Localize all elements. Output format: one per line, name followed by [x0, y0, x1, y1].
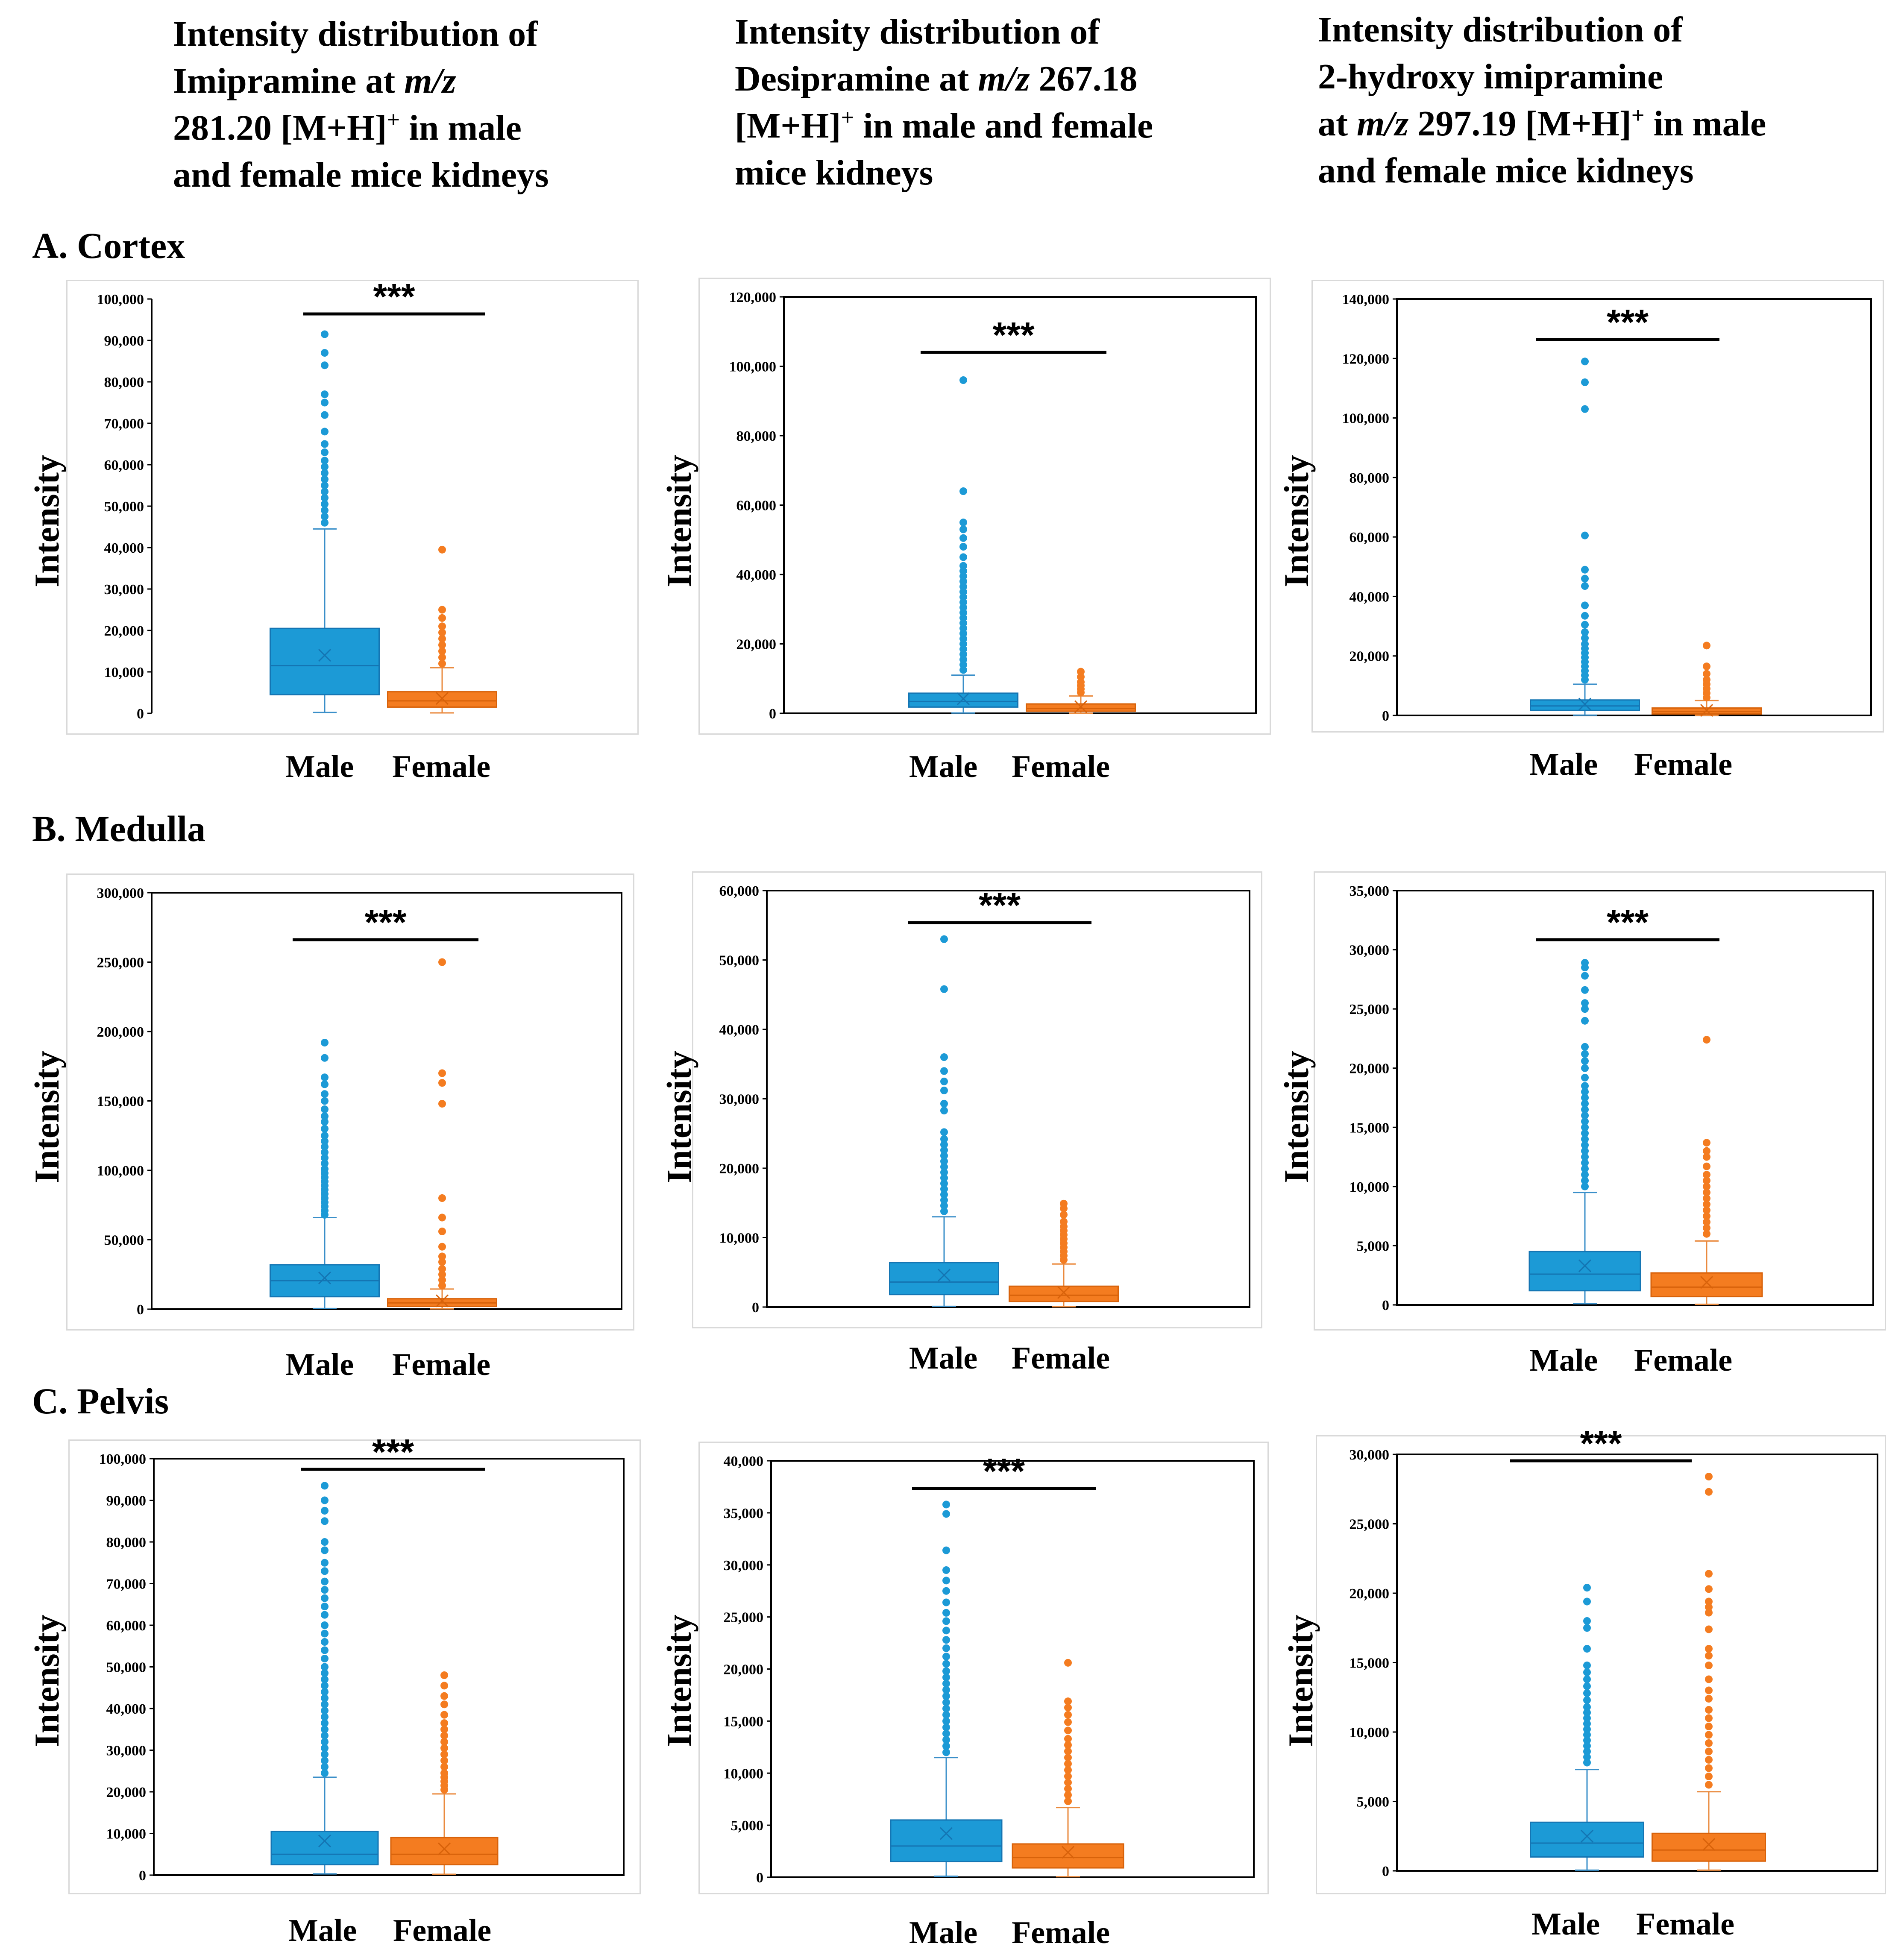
title-line: and female mice kidneys — [1318, 151, 1694, 191]
row-label-pelvis: C. Pelvis — [32, 1380, 169, 1422]
column-title-desipramine: Intensity distribution of Desipramine at… — [735, 9, 1247, 196]
chart-panel — [1316, 1435, 1886, 1894]
chart-panel — [68, 1439, 641, 1894]
female-label: Female — [1012, 749, 1110, 784]
female-label: Female — [392, 1347, 491, 1382]
column-title-imipramine: Intensity distribution of Imipramine at … — [173, 11, 643, 199]
title-line: at m/z 297.19 [M+H]+ in male — [1318, 103, 1766, 144]
male-label: Male — [1529, 747, 1598, 782]
title-line: Desipramine at m/z 267.18 — [735, 59, 1138, 99]
y-axis-label: Intensity — [1281, 1615, 1320, 1747]
title-line: 281.20 [M+H]+ in male — [173, 107, 522, 148]
male-label: Male — [285, 1347, 354, 1382]
y-axis-label: Intensity — [27, 1615, 66, 1747]
title-line: Intensity distribution of — [1318, 10, 1683, 50]
male-label: Male — [1531, 1907, 1600, 1942]
female-label: Female — [1012, 1341, 1110, 1376]
y-axis-label: Intensity — [1277, 1051, 1316, 1183]
male-label: Male — [288, 1913, 357, 1948]
chart-panel — [66, 280, 639, 735]
title-line: mice kidneys — [735, 153, 933, 193]
chart-panel — [1311, 280, 1884, 733]
female-label: Female — [392, 749, 491, 784]
chart-panel — [698, 1442, 1269, 1894]
title-line: Intensity distribution of — [173, 14, 538, 54]
y-axis-label: Intensity — [660, 455, 698, 587]
y-axis-label: Intensity — [660, 1615, 698, 1747]
title-line: 2-hydroxy imipramine — [1318, 57, 1663, 97]
female-label: Female — [1012, 1915, 1110, 1950]
title-line: and female mice kidneys — [173, 155, 549, 195]
y-axis-label: Intensity — [27, 455, 66, 587]
chart-panel — [1314, 871, 1886, 1331]
female-label: Female — [1634, 747, 1733, 782]
male-label: Male — [909, 749, 978, 784]
y-axis-label: Intensity — [1277, 455, 1316, 587]
title-line: Intensity distribution of — [735, 12, 1100, 52]
female-label: Female — [393, 1913, 492, 1948]
chart-panel — [692, 871, 1262, 1328]
female-label: Female — [1634, 1343, 1733, 1378]
title-line: [M+H]+ in male and female — [735, 105, 1153, 146]
column-title-2-hydroxy-imipramine: Intensity distribution of 2-hydroxy imip… — [1318, 6, 1873, 194]
row-label-medulla: B. Medulla — [32, 808, 206, 849]
row-label-cortex: A. Cortex — [32, 225, 185, 266]
female-label: Female — [1636, 1907, 1735, 1942]
title-line: Imipramine at m/z — [173, 61, 456, 101]
male-label: Male — [909, 1341, 978, 1376]
y-axis-label: Intensity — [660, 1051, 698, 1183]
chart-panel — [698, 278, 1271, 735]
male-label: Male — [909, 1915, 978, 1950]
chart-panel — [66, 873, 634, 1331]
male-label: Male — [1529, 1343, 1598, 1378]
male-label: Male — [285, 749, 354, 784]
y-axis-label: Intensity — [27, 1051, 66, 1183]
